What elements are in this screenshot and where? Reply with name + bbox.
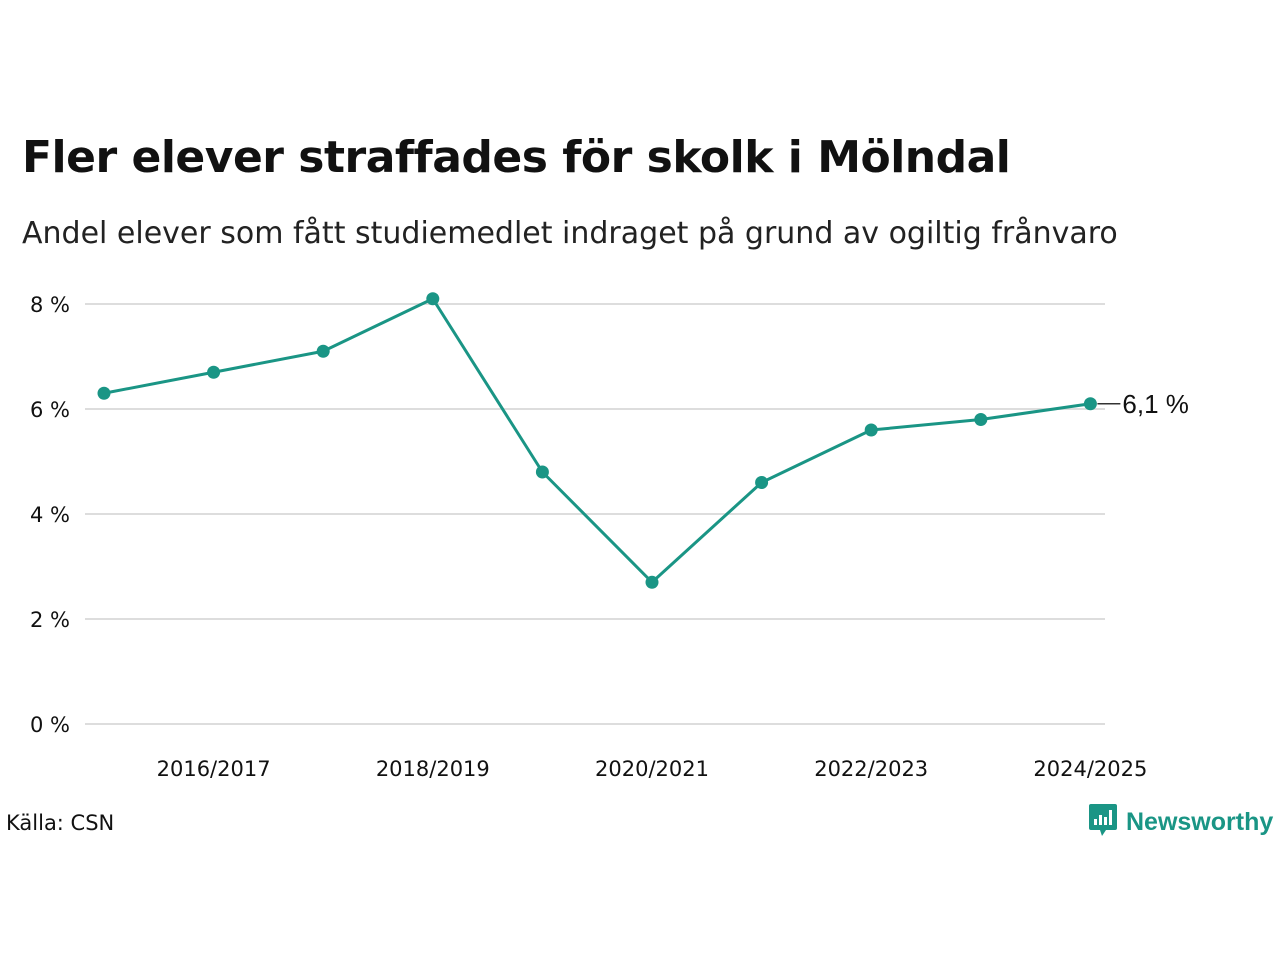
end-label: 6,1 % (1122, 389, 1189, 419)
y-tick-label: 4 % (30, 503, 70, 527)
y-axis: 0 % 2 % 4 % 6 % 8 % (30, 293, 70, 737)
data-point (645, 575, 659, 589)
data-point (97, 386, 111, 400)
series (97, 292, 1097, 589)
series-line (103, 297, 1091, 584)
data-point (1083, 397, 1097, 411)
brand-logo[interactable]: Newsworthy (1088, 804, 1273, 840)
x-tick-label: 2020/2021 (595, 757, 709, 781)
data-point (426, 292, 440, 306)
data-point (974, 413, 988, 426)
chart-title: Fler elever straffades för skolk i Mölnd… (22, 132, 1011, 183)
end-label-group: 6,1 % (1097, 389, 1189, 419)
gridlines (85, 303, 1105, 725)
chart-subtitle: Andel elever som fått studiemedlet indra… (22, 216, 1118, 251)
y-tick-label: 0 % (30, 713, 70, 737)
x-tick-label: 2022/2023 (814, 757, 928, 781)
data-point (316, 344, 330, 358)
newsworthy-logo-icon (1088, 802, 1118, 842)
source-note: Källa: CSN (6, 811, 115, 835)
x-tick-label: 2016/2017 (157, 757, 271, 781)
brand-name: Newsworthy (1126, 807, 1274, 836)
y-tick-label: 2 % (30, 608, 70, 632)
x-axis: 2016/2017 2018/2019 2020/2021 2022/2023 2024… (157, 757, 1148, 781)
x-tick-label: 2018/2019 (376, 757, 490, 781)
data-point (207, 365, 221, 379)
data-point (535, 465, 549, 479)
data-point (755, 476, 769, 489)
data-point (864, 423, 878, 437)
x-tick-label: 2024/2025 (1033, 757, 1147, 781)
y-tick-label: 8 % (30, 293, 70, 317)
y-tick-label: 6 % (30, 398, 70, 422)
